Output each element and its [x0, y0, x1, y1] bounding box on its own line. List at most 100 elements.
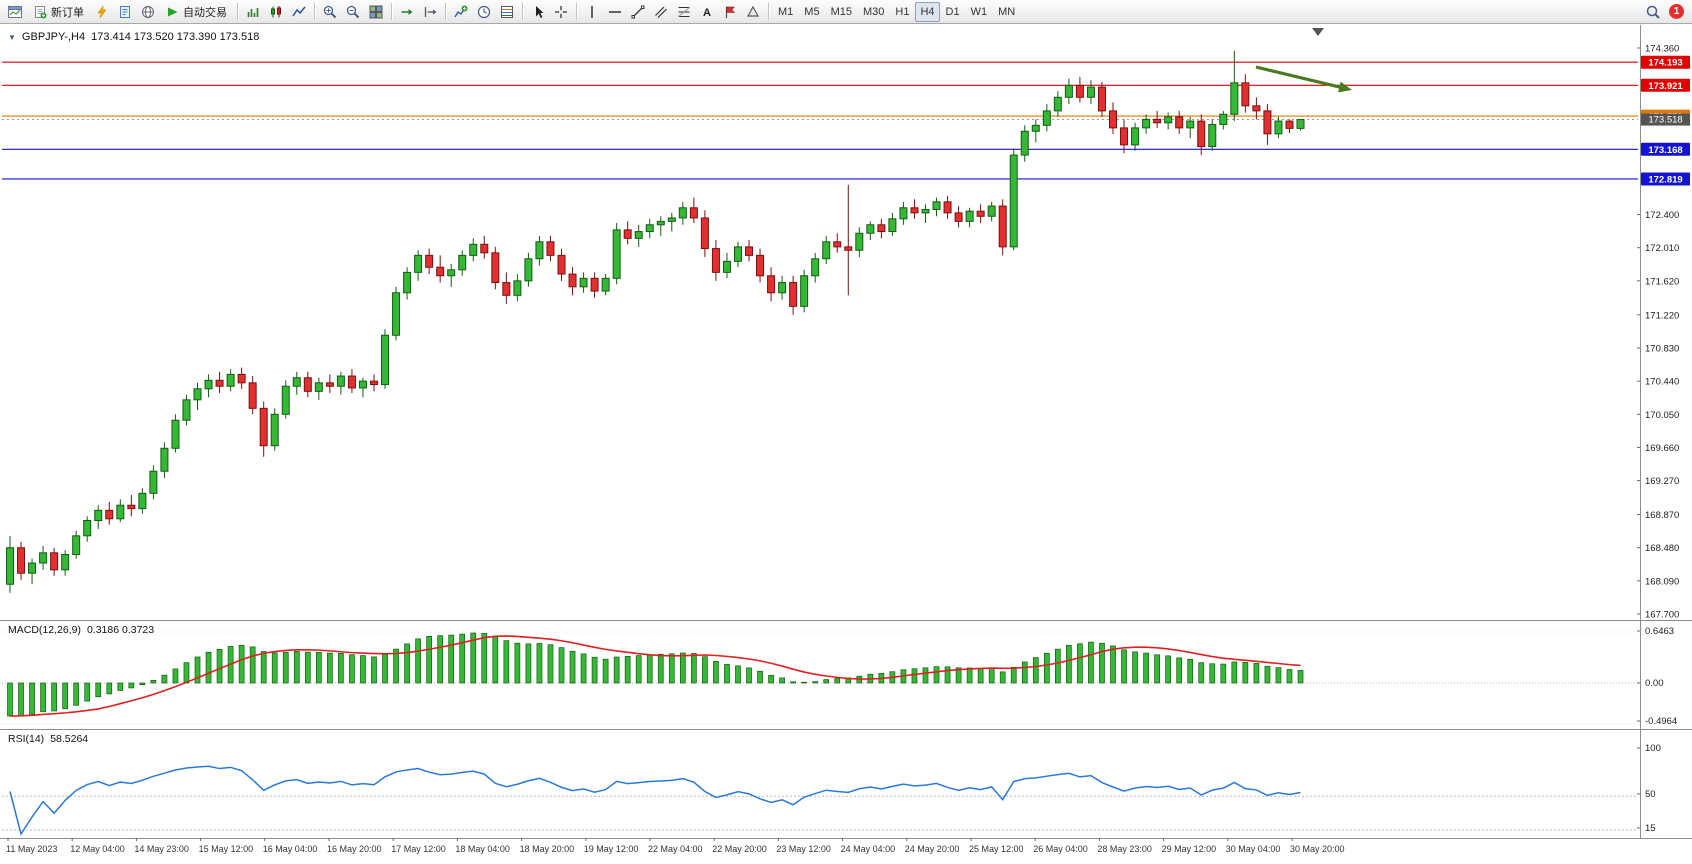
timeframe-d1-button[interactable]: D1: [945, 5, 960, 18]
scripts-button[interactable]: [114, 2, 136, 22]
candle-body: [28, 562, 37, 574]
text-tool-button[interactable]: A: [696, 2, 718, 22]
candle-body: [733, 246, 742, 262]
main-toolbar: 新订单 自动交易: [0, 0, 1692, 24]
macd-bar: [194, 656, 201, 684]
macd-bar: [404, 643, 410, 684]
candle-body: [800, 275, 809, 307]
macd-bar: [393, 648, 399, 684]
shapes-tool-button[interactable]: [742, 2, 764, 22]
candle-body: [1053, 96, 1062, 112]
quick-trade-button[interactable]: [91, 2, 113, 22]
candle-body: [149, 470, 158, 494]
candle-body: [678, 207, 687, 219]
chart-shift-button[interactable]: [419, 2, 441, 22]
macd-bar: [812, 681, 819, 684]
horizontal-line-tool-button[interactable]: [604, 2, 626, 22]
template-icon: [501, 5, 513, 18]
candle-body: [259, 407, 268, 447]
macd-bar: [117, 682, 124, 691]
trend-arrow-head[interactable]: [1338, 81, 1352, 93]
macd-bar: [448, 634, 455, 684]
rsi-value: 58.5264: [50, 733, 89, 745]
toolbar-divider: [314, 3, 315, 20]
timeframe-h1-button[interactable]: H1: [895, 5, 910, 18]
macd-bar: [62, 682, 69, 710]
templates-button[interactable]: [496, 2, 518, 22]
time-label: 28 May 23:00: [1097, 844, 1152, 854]
macd-bar: [95, 682, 102, 698]
timeframe-m30-button[interactable]: M30: [862, 5, 885, 18]
macd-bar: [1099, 642, 1105, 684]
chart-title-ohlc: 173.414 173.520 173.390 173.518: [91, 31, 260, 43]
macd-bar: [1154, 654, 1160, 684]
candle-body: [1197, 120, 1206, 148]
timeframe-h4-button[interactable]: H4: [915, 1, 940, 22]
svg-text:A: A: [703, 7, 711, 19]
macd-bar: [1264, 665, 1271, 684]
notification-badge[interactable]: 1: [1669, 4, 1684, 19]
zoom-out-button[interactable]: [342, 2, 364, 22]
tile-windows-button[interactable]: [365, 2, 387, 22]
candle-body: [502, 282, 511, 296]
candle-body: [844, 246, 853, 251]
timeframe-m5-button[interactable]: M5: [804, 5, 820, 18]
time-label: 16 May 20:00: [327, 844, 382, 854]
timeframe-m15-button[interactable]: M15: [830, 5, 852, 18]
macd-bar: [635, 655, 642, 684]
macd-histogram: [7, 632, 1304, 717]
macd-bar: [1253, 663, 1260, 684]
candle-body: [72, 535, 81, 556]
time-label: 23 May 12:00: [776, 844, 831, 854]
candle-body: [491, 252, 500, 284]
candle-body: [6, 547, 14, 585]
macd-signal-line: [9, 635, 1301, 717]
candle-body: [954, 212, 963, 222]
price-tick-label: 167.700: [1645, 610, 1679, 621]
crosshair-tool-button[interactable]: [550, 2, 572, 22]
new-chart-button[interactable]: [4, 2, 26, 22]
macd-bar: [18, 682, 24, 716]
timeframe-mn-button[interactable]: MN: [998, 5, 1016, 18]
timeframe-m1-button[interactable]: M1: [778, 5, 794, 18]
macd-bar: [73, 682, 80, 706]
price-line-axis-label: [1641, 78, 1690, 92]
vertical-line-tool-button[interactable]: [581, 2, 603, 22]
trendline-tool-button[interactable]: [627, 2, 649, 22]
bar-chart-mode-button[interactable]: [242, 2, 264, 22]
auto-trading-button[interactable]: 自动交易: [160, 2, 233, 22]
rsi-tick-label: 15: [1645, 823, 1656, 834]
candle-body: [656, 220, 665, 226]
cursor-tool-button[interactable]: [527, 2, 549, 22]
candle-body: [1042, 110, 1051, 126]
macd-bar: [260, 651, 267, 684]
line-chart-mode-button[interactable]: [288, 2, 310, 22]
price-tick-label: 169.270: [1645, 476, 1679, 487]
macd-bar: [205, 651, 212, 684]
zoom-in-button[interactable]: [319, 2, 341, 22]
label-tool-button[interactable]: [719, 2, 741, 22]
search-button[interactable]: [1642, 2, 1664, 22]
community-button[interactable]: [137, 2, 159, 22]
candle-body: [976, 210, 985, 217]
candle-body: [767, 275, 776, 294]
fibonacci-tool-button[interactable]: [673, 2, 695, 22]
channel-tool-button[interactable]: [650, 2, 672, 22]
candle-body: [1120, 127, 1129, 146]
periods-button[interactable]: [473, 2, 495, 22]
rsi-line: [9, 765, 1301, 836]
price-tick-label: 169.660: [1645, 443, 1679, 454]
timeframe-w1-button[interactable]: W1: [970, 5, 988, 18]
trend-arrow-annotation[interactable]: [1255, 65, 1343, 90]
indicators-button[interactable]: [450, 2, 472, 22]
new-order-button[interactable]: 新订单: [27, 2, 90, 22]
channel-icon: [655, 6, 667, 18]
chart-shift-marker[interactable]: [1312, 28, 1324, 36]
auto-scroll-button[interactable]: [396, 2, 418, 22]
candlestick-mode-button[interactable]: [265, 2, 287, 22]
chart-title: ▼ GBPJPY-,H4 173.414 173.520 173.390 173…: [8, 31, 259, 43]
macd-bar: [558, 647, 565, 684]
macd-bar: [249, 646, 256, 684]
candle-body: [1031, 124, 1040, 132]
